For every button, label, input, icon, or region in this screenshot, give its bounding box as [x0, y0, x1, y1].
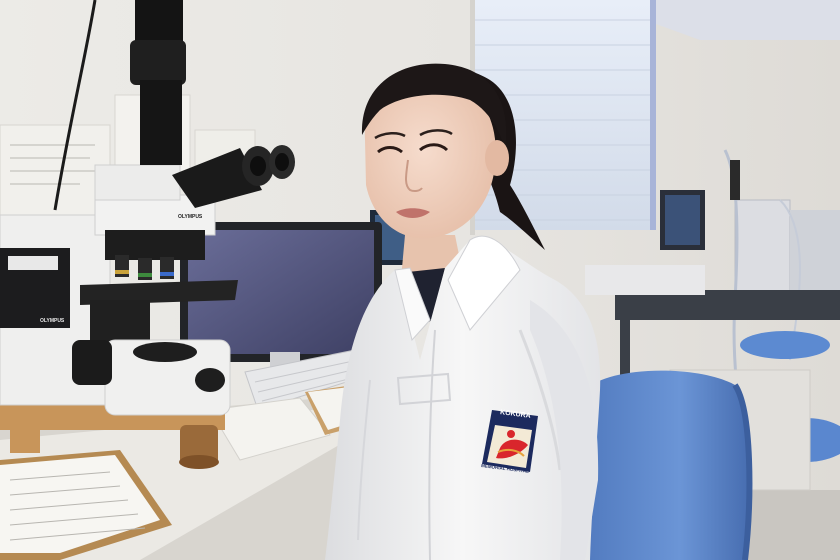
person [325, 63, 601, 560]
microscope-brand-top: OLYMPUS [178, 214, 203, 220]
stool [740, 331, 830, 359]
microscope [0, 0, 295, 469]
hospital-patch [482, 410, 538, 472]
chair [575, 370, 750, 560]
lab-device [734, 199, 791, 301]
paper [209, 397, 331, 461]
cable [53, 0, 97, 211]
microscope-brand-base: OLYMPUS [40, 318, 65, 324]
wall-paper [0, 124, 111, 216]
